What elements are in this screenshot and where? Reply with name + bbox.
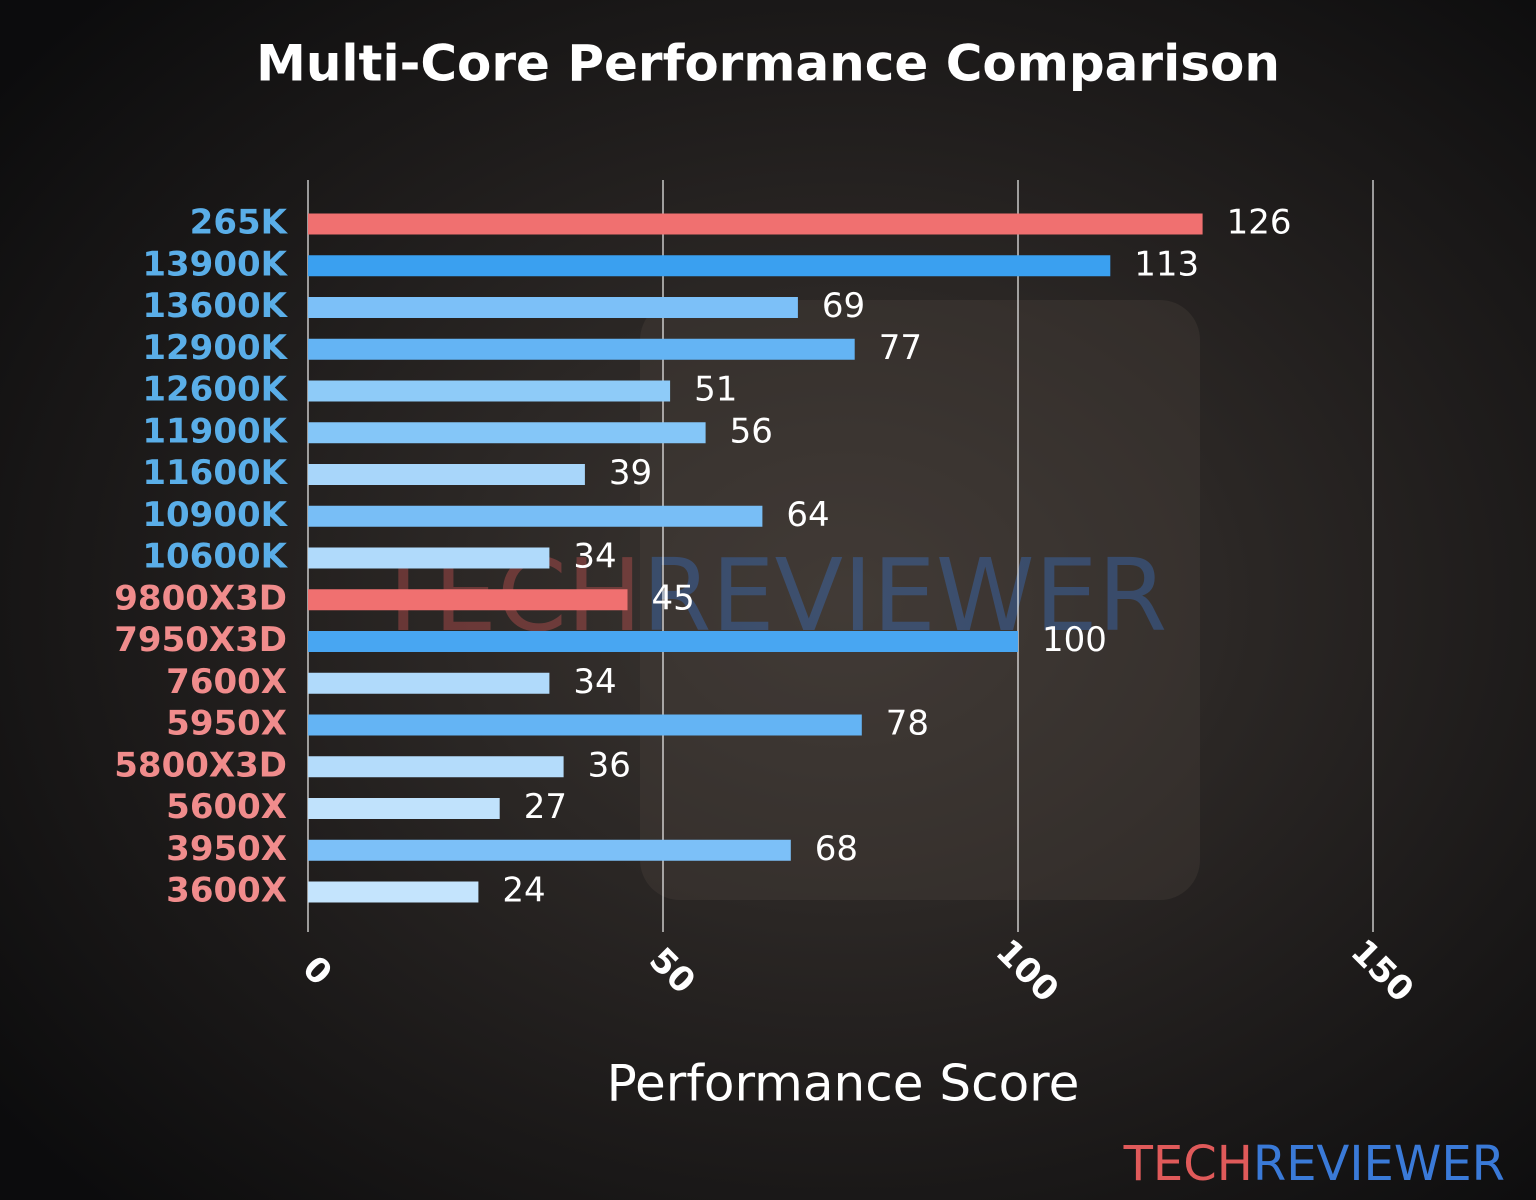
bar xyxy=(308,505,763,527)
y-tick-label: 11600K xyxy=(142,453,288,493)
y-tick-label: 11900K xyxy=(142,411,288,451)
value-label: 78 xyxy=(886,704,929,744)
value-label: 100 xyxy=(1042,620,1107,660)
y-tick-label: 3950X xyxy=(166,829,287,869)
bar xyxy=(308,672,550,694)
y-tick-label: 12600K xyxy=(142,370,288,410)
value-label: 45 xyxy=(652,578,695,618)
logo: TECHREVIEWER xyxy=(1123,1136,1505,1192)
bar xyxy=(308,255,1111,277)
y-tick-label: 7600X xyxy=(166,662,287,702)
y-tick-label: 10600K xyxy=(142,537,288,577)
y-tick-label: 9800X3D xyxy=(114,578,287,618)
value-label: 39 xyxy=(609,453,652,493)
bar xyxy=(308,839,791,861)
chart-title: Multi-Core Performance Comparison xyxy=(256,35,1280,93)
bar xyxy=(308,798,500,819)
bar xyxy=(308,881,479,903)
y-tick-label: 7950X3D xyxy=(114,620,287,660)
value-label: 77 xyxy=(879,328,922,368)
logo-part: REVIEWER xyxy=(1253,1136,1505,1192)
bar xyxy=(308,338,855,360)
value-label: 126 xyxy=(1227,203,1292,243)
background-shape xyxy=(640,300,1200,900)
value-label: 27 xyxy=(524,787,567,827)
bar xyxy=(308,380,671,402)
bar xyxy=(308,714,862,736)
y-tick-label: 13900K xyxy=(142,244,288,284)
y-tick-label: 3600X xyxy=(166,871,287,911)
x-axis-label: Performance Score xyxy=(607,1055,1080,1113)
bar xyxy=(308,756,564,778)
value-label: 34 xyxy=(573,662,616,702)
bar xyxy=(308,297,798,318)
value-label: 69 xyxy=(822,286,865,326)
y-tick-label: 5950X xyxy=(166,704,287,744)
y-tick-label: 12900K xyxy=(142,328,288,368)
value-label: 64 xyxy=(786,495,829,535)
value-label: 113 xyxy=(1134,244,1199,284)
logo-part: TECH xyxy=(1123,1136,1253,1192)
bar xyxy=(308,213,1203,235)
y-tick-label: 10900K xyxy=(142,495,288,535)
bar xyxy=(308,422,706,444)
value-label: 24 xyxy=(502,871,545,911)
bar xyxy=(308,589,628,611)
bar xyxy=(308,547,550,569)
y-tick-label: 5600X xyxy=(166,787,287,827)
value-label: 51 xyxy=(694,370,737,410)
value-label: 56 xyxy=(730,411,773,451)
y-tick-label: 5800X3D xyxy=(114,745,287,785)
value-label: 36 xyxy=(588,745,631,785)
y-tick-label: 13600K xyxy=(142,286,288,326)
value-label: 34 xyxy=(573,537,616,577)
y-tick-label: 265K xyxy=(190,203,289,243)
bar xyxy=(308,464,585,485)
value-label: 68 xyxy=(815,829,858,869)
bar xyxy=(308,631,1018,652)
